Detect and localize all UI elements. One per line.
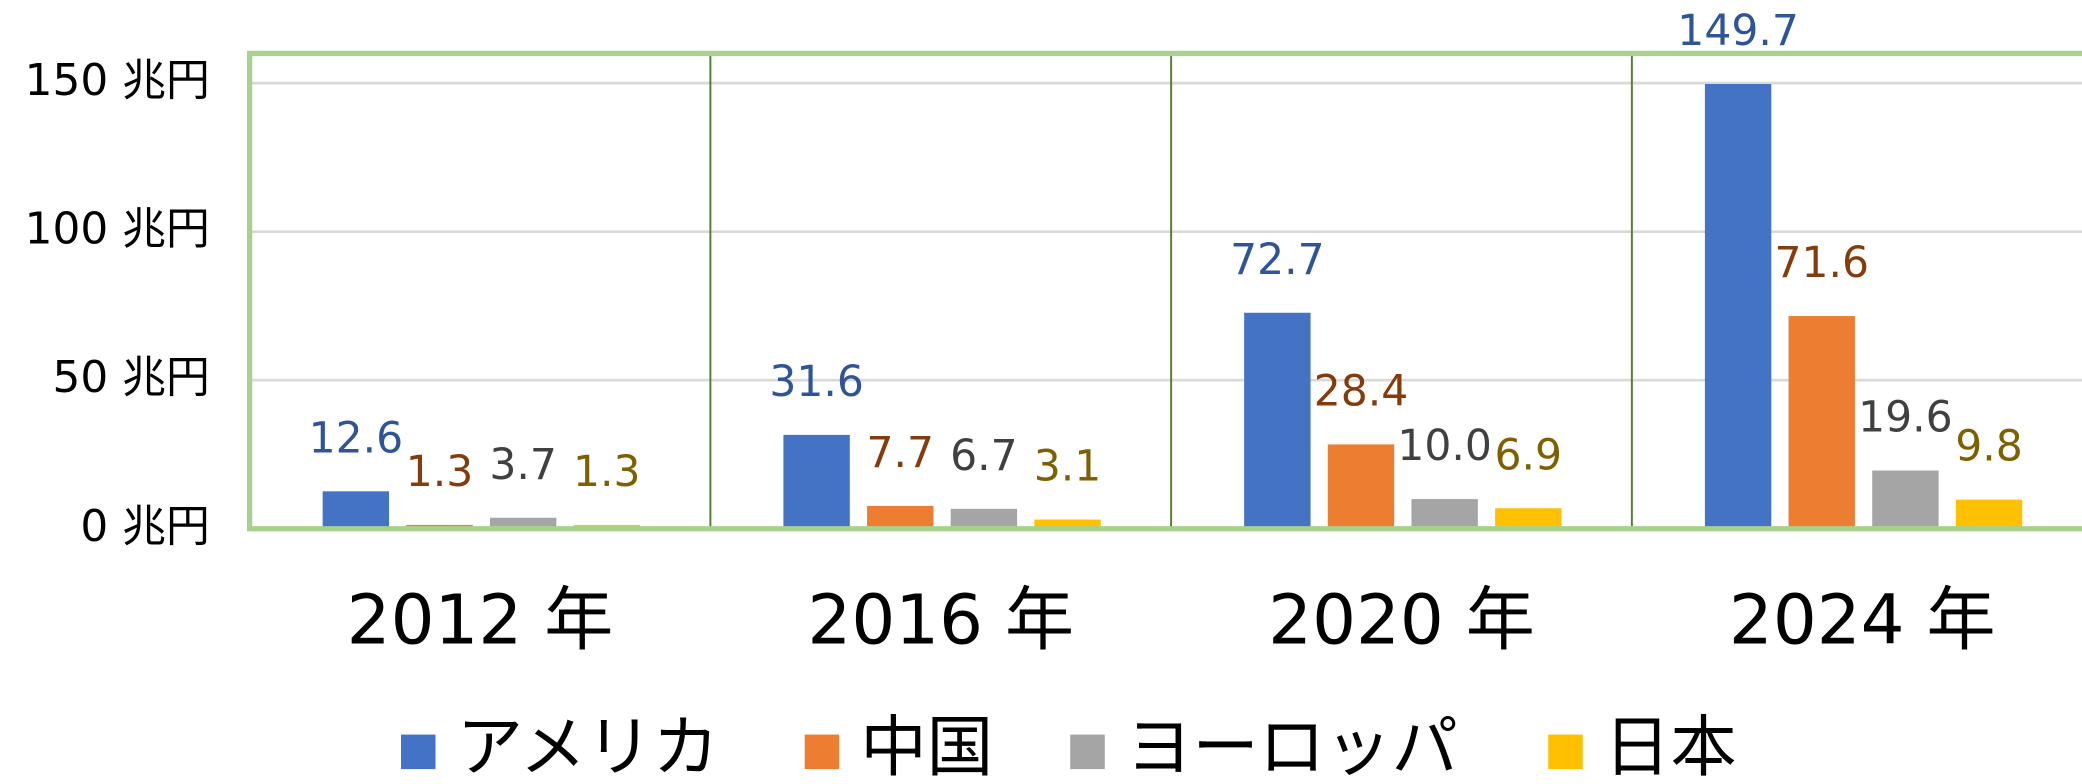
bar <box>1034 519 1101 529</box>
y-tick-label: 0 兆円 <box>80 501 209 552</box>
data-label: 31.6 <box>769 358 864 407</box>
data-label: 3.7 <box>489 441 557 490</box>
data-label: 7.7 <box>866 429 934 478</box>
data-label: 1.3 <box>406 448 474 497</box>
legend-label: アメリカ <box>457 708 719 784</box>
bar <box>1411 499 1478 529</box>
x-tick-label: 2020 年 <box>1268 580 1535 660</box>
data-label: 10.0 <box>1397 422 1492 471</box>
data-label: 71.6 <box>1774 239 1869 288</box>
bar <box>1955 499 2023 529</box>
x-tick-label: 2012 年 <box>347 580 614 660</box>
plot-frame <box>246 50 2082 532</box>
bar <box>1327 444 1395 529</box>
data-label: 19.6 <box>1858 394 1953 443</box>
legend-label: 中国 <box>860 708 993 784</box>
data-label: 1.3 <box>573 448 641 497</box>
bar <box>322 491 390 529</box>
bar <box>1788 316 1855 529</box>
legend-label: ヨーロッパ <box>1126 708 1458 784</box>
bar <box>783 434 850 529</box>
bar <box>1704 84 1772 529</box>
bar <box>1872 470 1939 529</box>
y-tick-label: 50 兆円 <box>53 352 210 403</box>
legend-swatch <box>804 734 840 770</box>
bar <box>489 517 557 529</box>
data-label: 3.1 <box>1034 443 1102 492</box>
data-label: 6.7 <box>950 432 1018 481</box>
x-tick-label: 2024 年 <box>1729 580 1996 660</box>
bar <box>950 508 1018 529</box>
legend-swatch <box>1070 734 1105 770</box>
x-tick-label: 2016 年 <box>807 580 1074 660</box>
legend-label: 日本 <box>1604 708 1737 784</box>
data-label: 149.7 <box>1677 7 1799 56</box>
data-label: 9.8 <box>1955 423 2023 472</box>
y-tick-label: 100 兆円 <box>25 204 210 255</box>
legend-swatch <box>400 734 436 770</box>
bar <box>867 505 934 529</box>
legend-swatch <box>1548 734 1583 770</box>
data-label: 72.7 <box>1230 236 1325 285</box>
y-tick-label: 150 兆円 <box>25 55 210 106</box>
data-label: 6.9 <box>1495 431 1563 480</box>
bar <box>1244 312 1311 529</box>
bar <box>1495 508 1562 529</box>
data-label: 12.6 <box>309 414 404 463</box>
data-label: 28.4 <box>1314 367 1409 416</box>
